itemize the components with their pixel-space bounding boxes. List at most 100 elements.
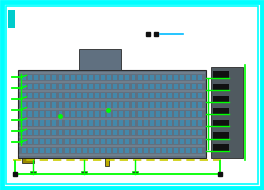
Bar <box>77 93 81 98</box>
Bar <box>199 148 202 153</box>
Bar <box>113 130 117 135</box>
Bar <box>46 148 50 153</box>
Bar <box>186 139 190 144</box>
Bar <box>150 93 154 98</box>
Bar <box>77 84 81 89</box>
Bar <box>132 171 138 174</box>
Bar <box>199 84 202 89</box>
Bar <box>213 108 229 115</box>
Bar <box>131 84 135 89</box>
Bar <box>186 130 190 135</box>
Bar <box>125 139 129 144</box>
Bar <box>77 120 81 126</box>
Bar <box>168 75 172 80</box>
Bar <box>107 148 111 153</box>
Bar <box>156 93 160 98</box>
Bar <box>213 132 229 139</box>
Bar <box>107 102 111 108</box>
Bar <box>186 111 190 117</box>
Bar <box>186 84 190 89</box>
Bar <box>113 75 117 80</box>
Bar <box>199 120 202 126</box>
Bar <box>40 84 44 89</box>
Bar <box>101 148 105 153</box>
Bar <box>168 84 172 89</box>
Bar <box>119 84 123 89</box>
Bar <box>28 111 32 117</box>
Bar <box>65 148 69 153</box>
Bar <box>105 158 109 166</box>
Bar <box>144 75 148 80</box>
Bar <box>192 130 196 135</box>
Bar <box>156 102 160 108</box>
Bar <box>71 102 75 108</box>
Bar <box>144 93 148 98</box>
Bar <box>95 93 99 98</box>
Bar <box>53 111 56 117</box>
Bar <box>46 102 50 108</box>
Bar <box>192 93 196 98</box>
Bar <box>89 148 93 153</box>
Bar <box>28 102 32 108</box>
Bar <box>65 75 69 80</box>
Bar <box>174 111 178 117</box>
Bar <box>150 75 154 80</box>
Bar <box>59 75 63 80</box>
Bar <box>83 130 87 135</box>
Bar <box>107 139 111 144</box>
Bar <box>107 93 111 98</box>
Bar <box>71 75 75 80</box>
Bar <box>131 139 135 144</box>
Bar <box>162 84 166 89</box>
Bar <box>77 148 81 153</box>
Bar <box>53 102 56 108</box>
Bar <box>34 139 38 144</box>
Bar <box>125 148 129 153</box>
Bar <box>65 139 69 144</box>
Bar <box>168 130 172 135</box>
Bar <box>113 148 117 153</box>
Bar <box>174 102 178 108</box>
Bar <box>144 148 148 153</box>
Bar <box>125 111 129 117</box>
Bar <box>168 111 172 117</box>
Bar <box>162 75 166 80</box>
Bar <box>65 93 69 98</box>
Bar <box>89 102 93 108</box>
Bar <box>53 84 56 89</box>
Bar <box>22 148 26 153</box>
Bar <box>79 49 121 70</box>
Bar <box>174 75 178 80</box>
Bar <box>168 139 172 144</box>
Bar <box>138 130 142 135</box>
Bar <box>40 130 44 135</box>
Bar <box>211 66 243 158</box>
Bar <box>101 111 105 117</box>
Bar <box>119 148 123 153</box>
Bar <box>65 120 69 126</box>
Bar <box>113 84 117 89</box>
Bar <box>65 111 69 117</box>
Bar <box>131 130 135 135</box>
Bar <box>77 102 81 108</box>
Bar <box>71 148 75 153</box>
Bar <box>101 84 105 89</box>
Bar <box>18 70 206 158</box>
Bar <box>107 120 111 126</box>
Bar <box>89 120 93 126</box>
Bar <box>192 139 196 144</box>
Bar <box>138 120 142 126</box>
Bar <box>40 111 44 117</box>
Bar <box>28 148 32 153</box>
Bar <box>180 102 184 108</box>
Bar <box>89 139 93 144</box>
Bar <box>77 139 81 144</box>
Bar <box>156 148 160 153</box>
Bar <box>119 111 123 117</box>
Bar <box>71 130 75 135</box>
Bar <box>168 120 172 126</box>
Bar <box>89 111 93 117</box>
Bar <box>156 139 160 144</box>
Bar <box>34 120 38 126</box>
Bar <box>180 111 184 117</box>
